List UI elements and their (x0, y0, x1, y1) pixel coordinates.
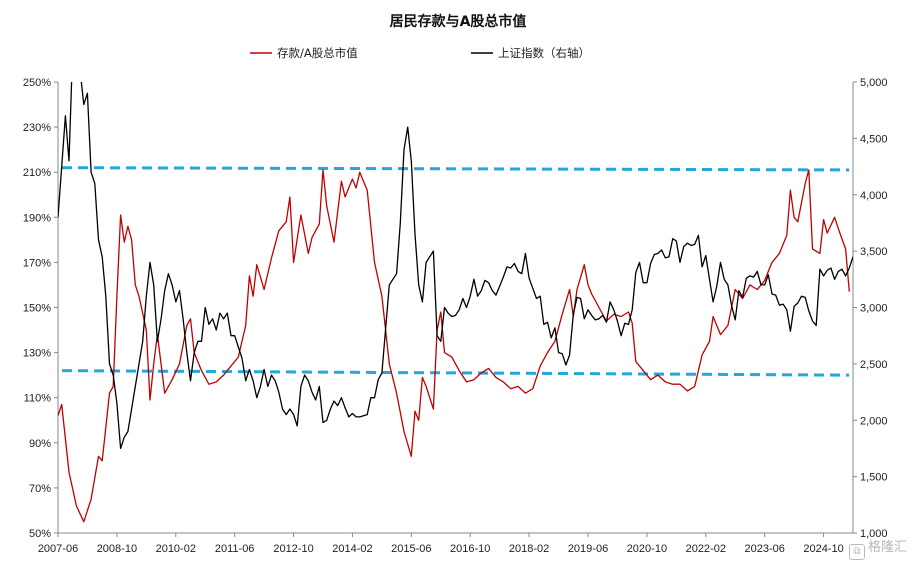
y-left-tick-label: 230% (23, 122, 51, 134)
reference-lines (61, 166, 850, 377)
x-tick-label: 2023-06 (744, 543, 784, 555)
y-right-tick-label: 4,000 (860, 190, 888, 202)
y-right-tick-label: 3,000 (860, 303, 888, 315)
axes: 50% 70% 90% 110% 130% 150% 170% 190% 210% 230% 250… (23, 77, 888, 555)
x-tick-label: 2020-10 (627, 543, 667, 555)
y-left-tick-label: 170% (23, 257, 51, 269)
x-tick-label: 2014-02 (332, 543, 372, 555)
x-tick-label: 2018-02 (509, 543, 549, 555)
x-tick-label: 2016-10 (450, 543, 490, 555)
x-tick-label: 2019-06 (568, 543, 608, 555)
reference-line-1 (61, 166, 850, 172)
y-right-tick-label: 1,000 (860, 528, 888, 540)
y-left-tick-label: 190% (23, 212, 51, 224)
y-left-tick-label: 250% (23, 77, 51, 89)
y-left-tick-label: 50% (29, 528, 51, 540)
y-left-tick-label: 130% (23, 348, 51, 360)
x-tick-label: 2008-10 (97, 543, 137, 555)
x-tick-label: 2012-10 (273, 543, 313, 555)
y-right-tick-label: 1,500 (860, 472, 888, 484)
reference-line-2 (61, 369, 850, 377)
y-left-tick-label: 110% (24, 393, 52, 405)
legend-label-deposit-ratio: 存款/A股总市值 (277, 46, 358, 60)
x-tick-label: 2015-06 (391, 543, 431, 555)
y-left-tick-label: 150% (23, 303, 51, 315)
x-tick-label: 2022-02 (686, 543, 726, 555)
y-right-tick-label: 5,000 (860, 77, 888, 89)
x-tick-label: 2007-06 (38, 543, 78, 555)
y-right-tick-label: 2,000 (860, 415, 888, 427)
series-lines (58, 82, 853, 523)
y-left-tick-label: 210% (23, 167, 51, 179)
x-tick-label: 2011-06 (215, 543, 255, 555)
watermark-label: 格隆汇 (867, 540, 907, 555)
y-left-tick-label: 70% (29, 483, 51, 495)
legend-label-shanghai-index: 上证指数（右轴） (498, 46, 590, 60)
legend: 存款/A股总市值 上证指数（右轴） (250, 46, 590, 60)
series-line-deposit-ratio (58, 169, 850, 523)
chart-title: 居民存款与A股总市值 (390, 13, 527, 30)
x-tick-label: 2010-02 (156, 543, 196, 555)
y-right-tick-label: 4,500 (860, 133, 888, 145)
gelonghui-logo-icon: ⧉ (848, 544, 865, 560)
series-line-shanghai-index (58, 82, 853, 450)
x-tick-label: 2024-10 (803, 543, 843, 555)
y-left-tick-label: 90% (29, 438, 51, 450)
y-right-tick-label: 2,500 (860, 359, 888, 371)
watermark: ⧉ 格隆汇 (848, 536, 907, 560)
y-right-tick-label: 3,500 (860, 246, 888, 258)
